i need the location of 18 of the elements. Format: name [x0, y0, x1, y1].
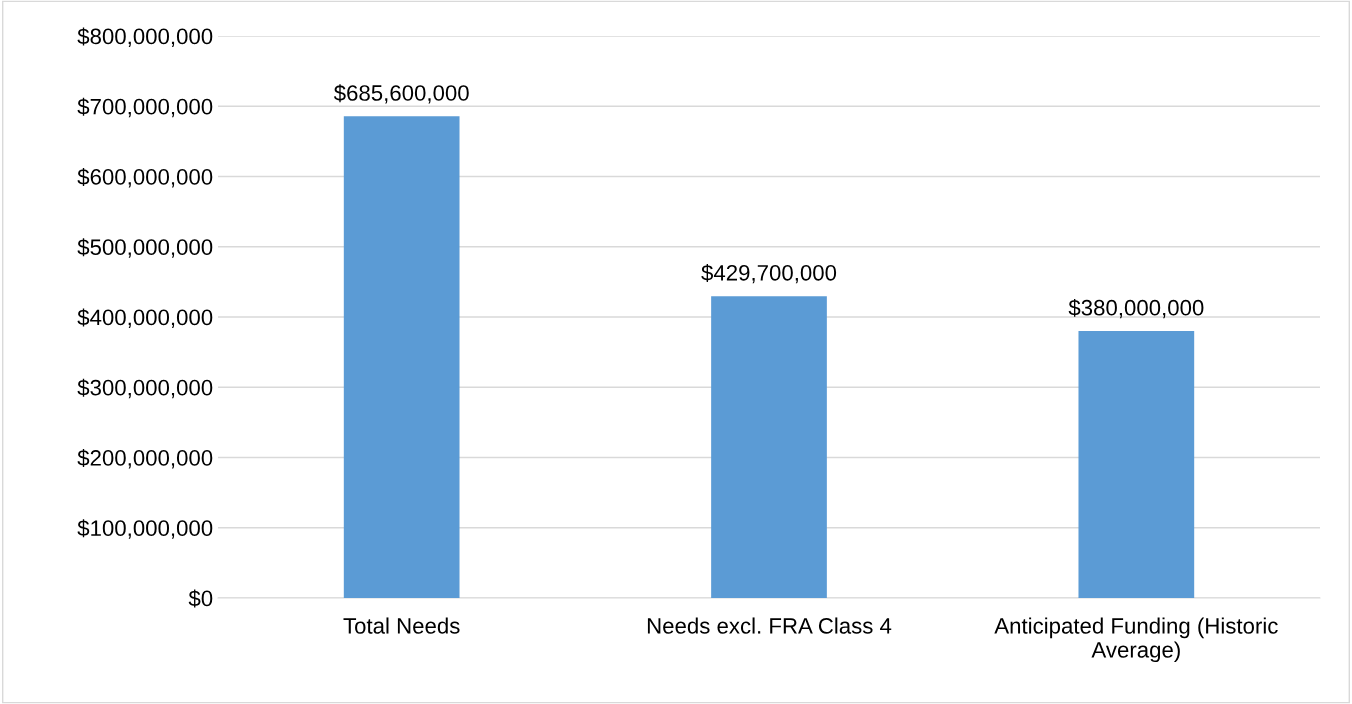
- bar: [711, 296, 827, 598]
- y-tick-label: $300,000,000: [77, 378, 213, 399]
- y-tick-label: $200,000,000: [77, 449, 213, 469]
- y-tick-label: $700,000,000: [77, 97, 213, 118]
- bar: [343, 116, 460, 598]
- data-label: $429,700,000: [701, 263, 837, 284]
- data-label: $685,600,000: [333, 84, 469, 104]
- x-tick-label: Needs excl. FRA Class 4: [647, 617, 892, 634]
- data-label: $380,000,000: [1068, 298, 1204, 319]
- y-tick-label: $400,000,000: [77, 308, 213, 328]
- y-tick-label: $100,000,000: [77, 519, 213, 539]
- bar: [1078, 331, 1195, 598]
- y-tick-label: $500,000,000: [77, 238, 213, 258]
- y-tick-label: $600,000,000: [77, 168, 213, 188]
- x-tick-label: Anticipated Funding (Historic Average): [994, 617, 1278, 663]
- y-tick-label: $0: [188, 589, 213, 608]
- y-tick-label: $800,000,000: [77, 27, 213, 47]
- x-tick-label: Total Needs: [343, 617, 460, 634]
